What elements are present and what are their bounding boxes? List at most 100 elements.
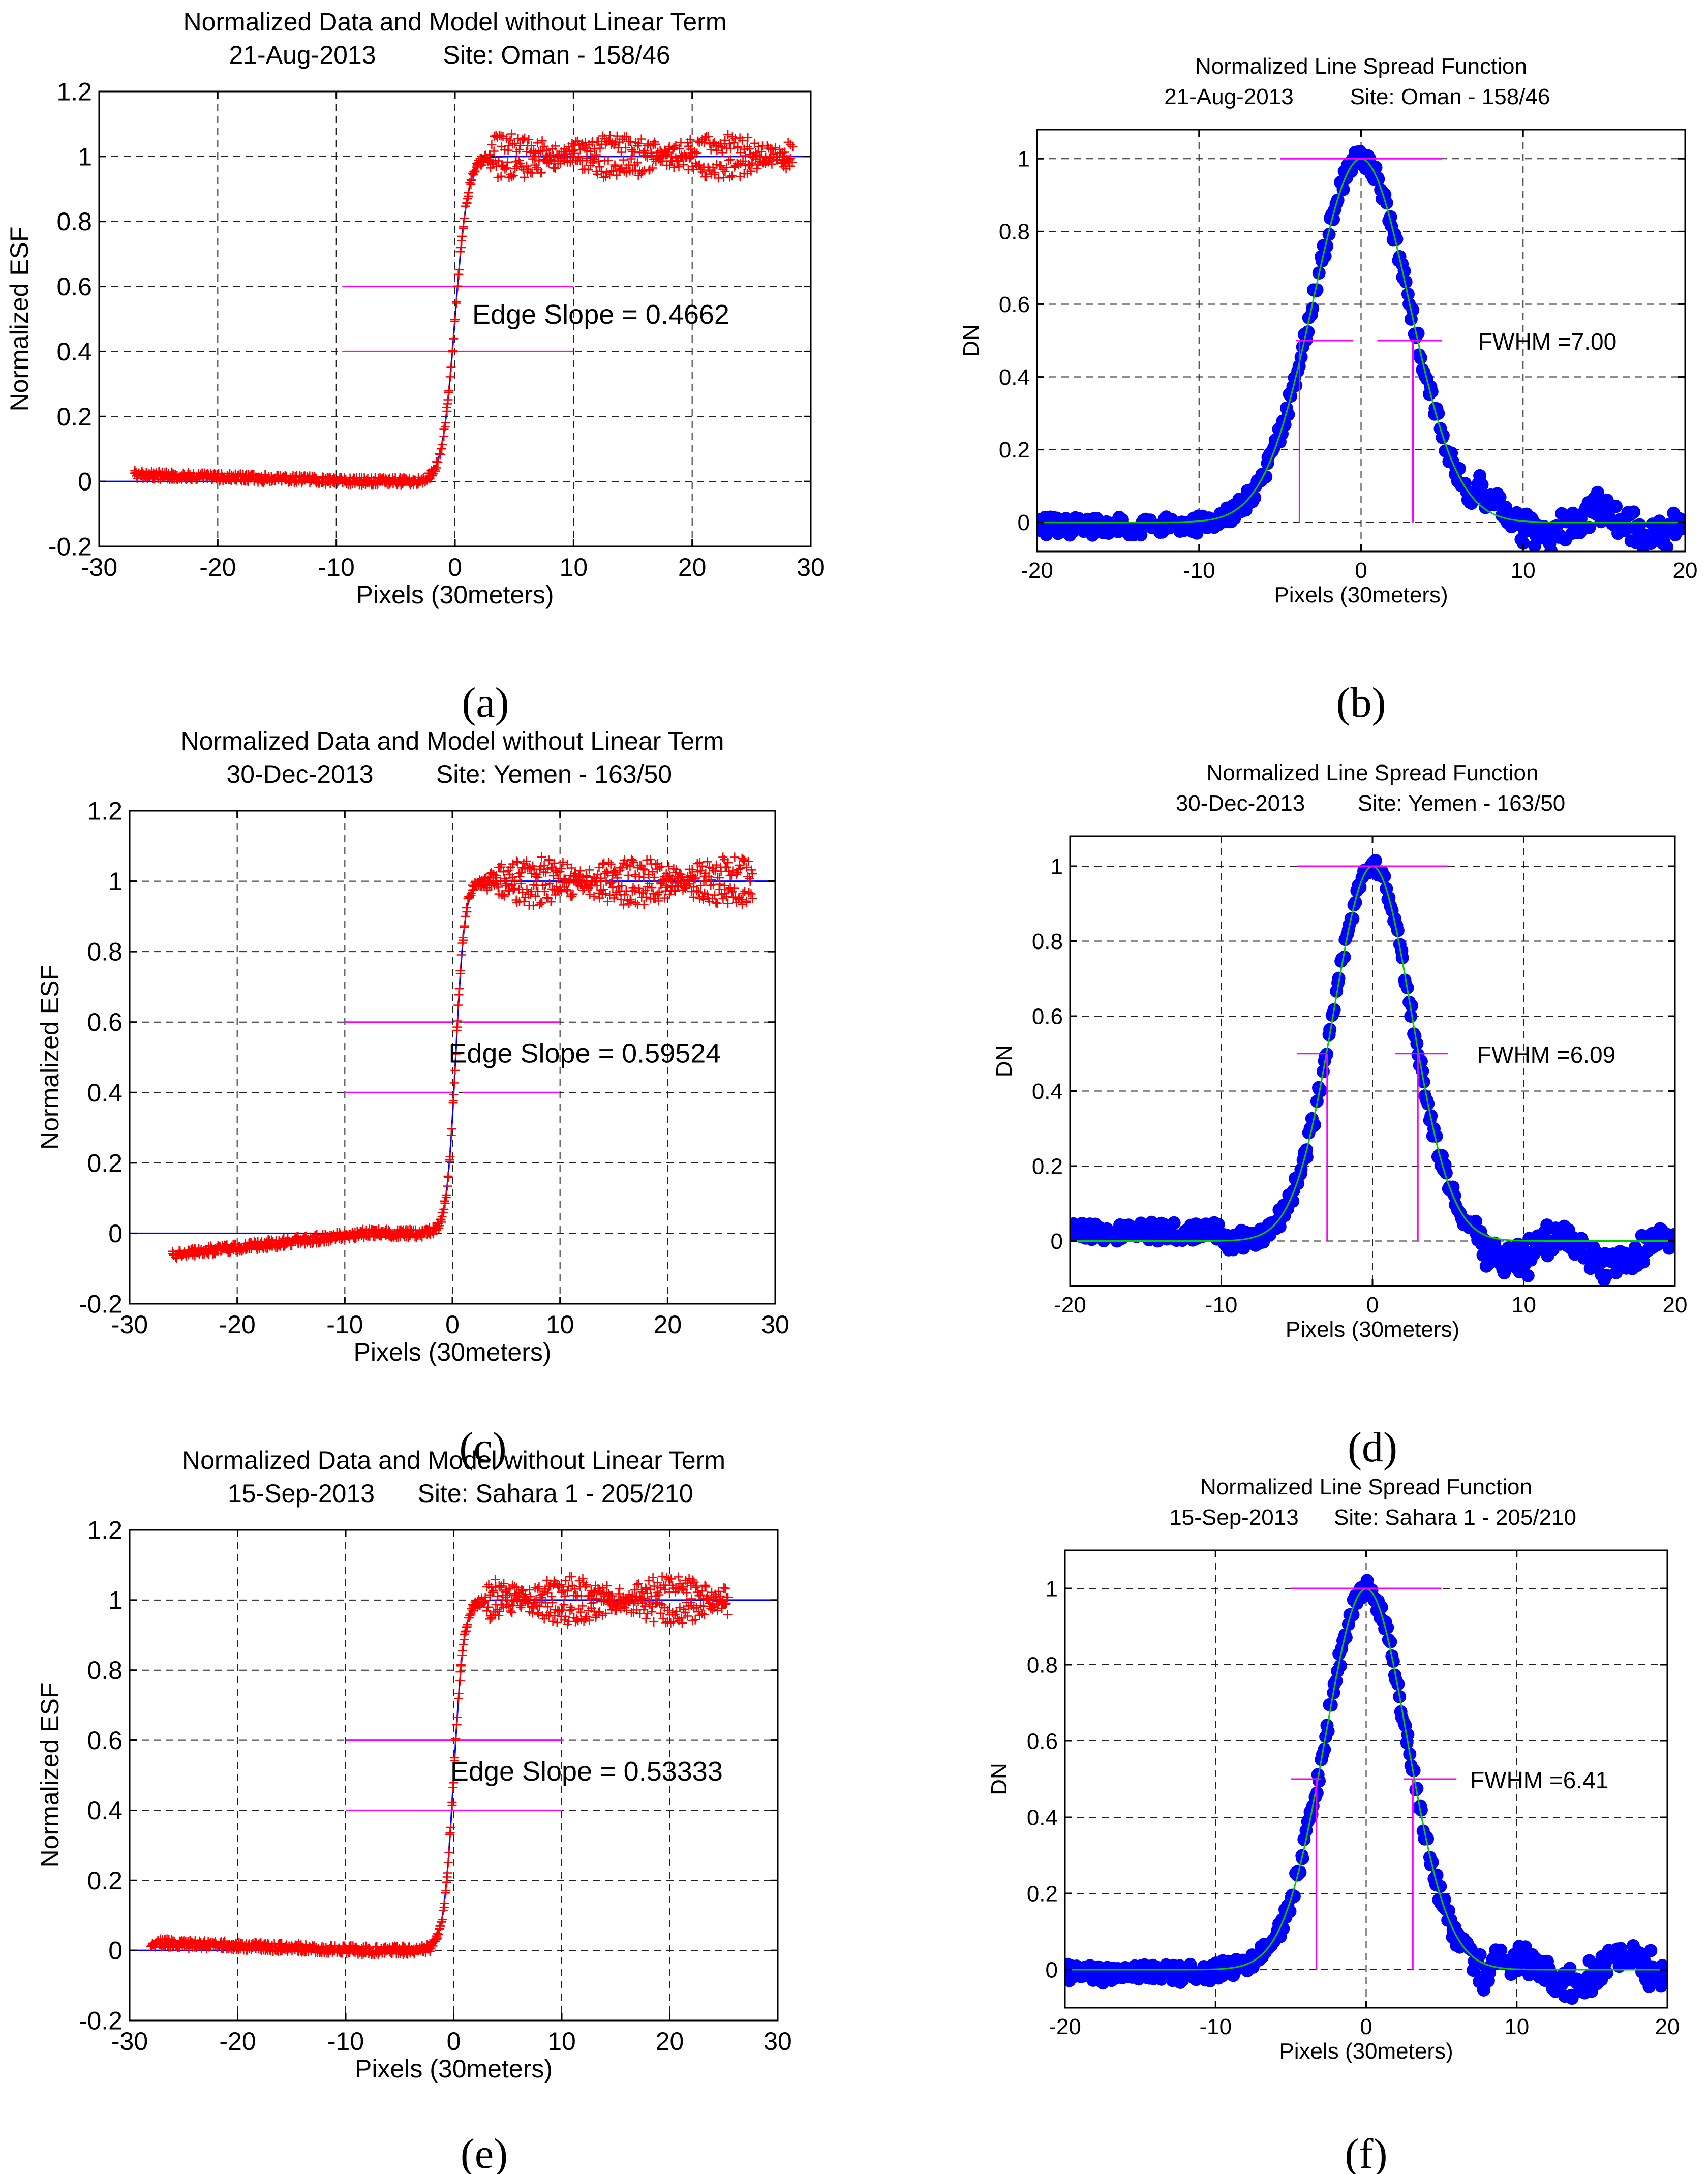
x-axis-label: Pixels (30meters)	[356, 580, 554, 609]
chart-title: Normalized Line Spread Function	[1206, 760, 1538, 785]
data-point	[531, 1595, 541, 1605]
data-point	[508, 139, 517, 149]
data-point	[1289, 379, 1303, 392]
data-point	[566, 1572, 576, 1581]
data-point	[548, 1616, 558, 1626]
data-point	[430, 465, 440, 474]
data-point	[439, 432, 449, 441]
data-point	[507, 129, 516, 139]
x-axis-label: Pixels (30meters)	[354, 1338, 552, 1366]
data-point	[587, 1594, 596, 1603]
data-point	[515, 872, 525, 881]
data-point	[465, 1611, 475, 1620]
data-point	[581, 1582, 590, 1592]
data-point	[745, 874, 754, 883]
data-point	[739, 855, 749, 865]
x-tick-label: 10	[547, 2027, 576, 2056]
ticks	[129, 1529, 779, 2022]
data-point	[625, 895, 635, 904]
data-point	[1369, 161, 1383, 174]
data-point	[575, 866, 585, 876]
data-point	[525, 1585, 534, 1595]
data-point	[172, 1253, 181, 1263]
x-tick-label: -20	[219, 2027, 256, 2056]
data-point	[516, 879, 526, 889]
y-tick-label: 0	[108, 1937, 123, 1965]
data-point	[493, 1591, 503, 1601]
data-point	[622, 1606, 631, 1615]
data-point	[510, 164, 520, 173]
data-point	[686, 153, 696, 163]
data-point	[554, 874, 563, 883]
data-point	[551, 141, 560, 151]
y-axis-label: DN	[959, 324, 984, 357]
data-point	[487, 1587, 497, 1597]
ticks	[129, 810, 776, 1305]
data-point	[585, 890, 595, 899]
data-point	[1609, 1266, 1623, 1279]
data-point	[748, 894, 757, 903]
y-axis-label: Normalized ESF	[5, 227, 34, 412]
data-point	[688, 1575, 698, 1585]
data-point	[280, 471, 290, 480]
chart-date: 30-Dec-2013	[226, 760, 373, 788]
data-point	[561, 1576, 570, 1585]
data-point	[1276, 1922, 1290, 1936]
data-point	[500, 891, 509, 901]
data-point	[537, 852, 546, 862]
data-point	[603, 156, 613, 165]
data-point	[615, 1584, 625, 1594]
data-point	[445, 1828, 455, 1838]
data-point	[738, 889, 748, 898]
data-point	[1282, 408, 1295, 421]
y-tick-label: 0.6	[87, 1726, 123, 1755]
data-point	[1430, 1868, 1444, 1882]
data-point	[595, 162, 604, 172]
data-point	[743, 872, 752, 881]
y-tick-label: 0	[1018, 510, 1030, 535]
fwhm-annotation: FWHM =6.41	[1470, 1767, 1608, 1793]
data-point	[515, 141, 525, 150]
data-point	[1499, 500, 1513, 514]
data-point	[626, 896, 636, 906]
data-point	[1414, 1803, 1428, 1817]
data-point	[504, 141, 514, 150]
y-tick-label: 1.2	[87, 797, 123, 825]
x-tick-label: -10	[326, 1310, 363, 1339]
data-point	[1406, 303, 1420, 317]
data-point	[731, 870, 741, 879]
data-point	[603, 1597, 613, 1607]
data-point	[765, 154, 774, 163]
chart-title: Normalized Data and Model without Linear…	[183, 8, 726, 36]
data-point	[638, 864, 648, 874]
data-point	[558, 1585, 568, 1595]
data-point	[489, 146, 499, 156]
data-point	[602, 1581, 612, 1590]
data-point	[639, 1594, 649, 1603]
x-axis-label: Pixels (30meters)	[355, 2055, 553, 2083]
x-tick-label: -10	[1183, 558, 1215, 583]
x-tick-label: 10	[1511, 558, 1536, 583]
data-point	[717, 148, 727, 158]
y-tick-label: 0	[108, 1219, 123, 1248]
data-point	[519, 897, 529, 906]
data-point	[1660, 540, 1674, 552]
data-point	[724, 139, 734, 148]
data-point	[1469, 1214, 1482, 1228]
data-point	[1401, 1728, 1415, 1741]
x-tick-label: -20	[199, 553, 236, 581]
data-point	[537, 1597, 546, 1607]
data-point	[502, 163, 511, 173]
fwhm-annotation: FWHM =6.09	[1477, 1042, 1615, 1068]
panel-caption: (a)	[462, 679, 509, 726]
x-tick-label: -20	[219, 1310, 256, 1339]
x-axis-label: Pixels (30meters)	[1286, 1317, 1459, 1342]
y-axis-label: DN	[992, 1045, 1017, 1078]
panel-caption: (b)	[1336, 679, 1386, 726]
data-point	[646, 148, 656, 158]
x-axis-label: Pixels (30meters)	[1274, 583, 1448, 607]
data-point	[460, 213, 469, 223]
x-tick-label: -30	[111, 1310, 148, 1339]
x-tick-label: 10	[560, 553, 588, 581]
data-point	[712, 899, 722, 908]
